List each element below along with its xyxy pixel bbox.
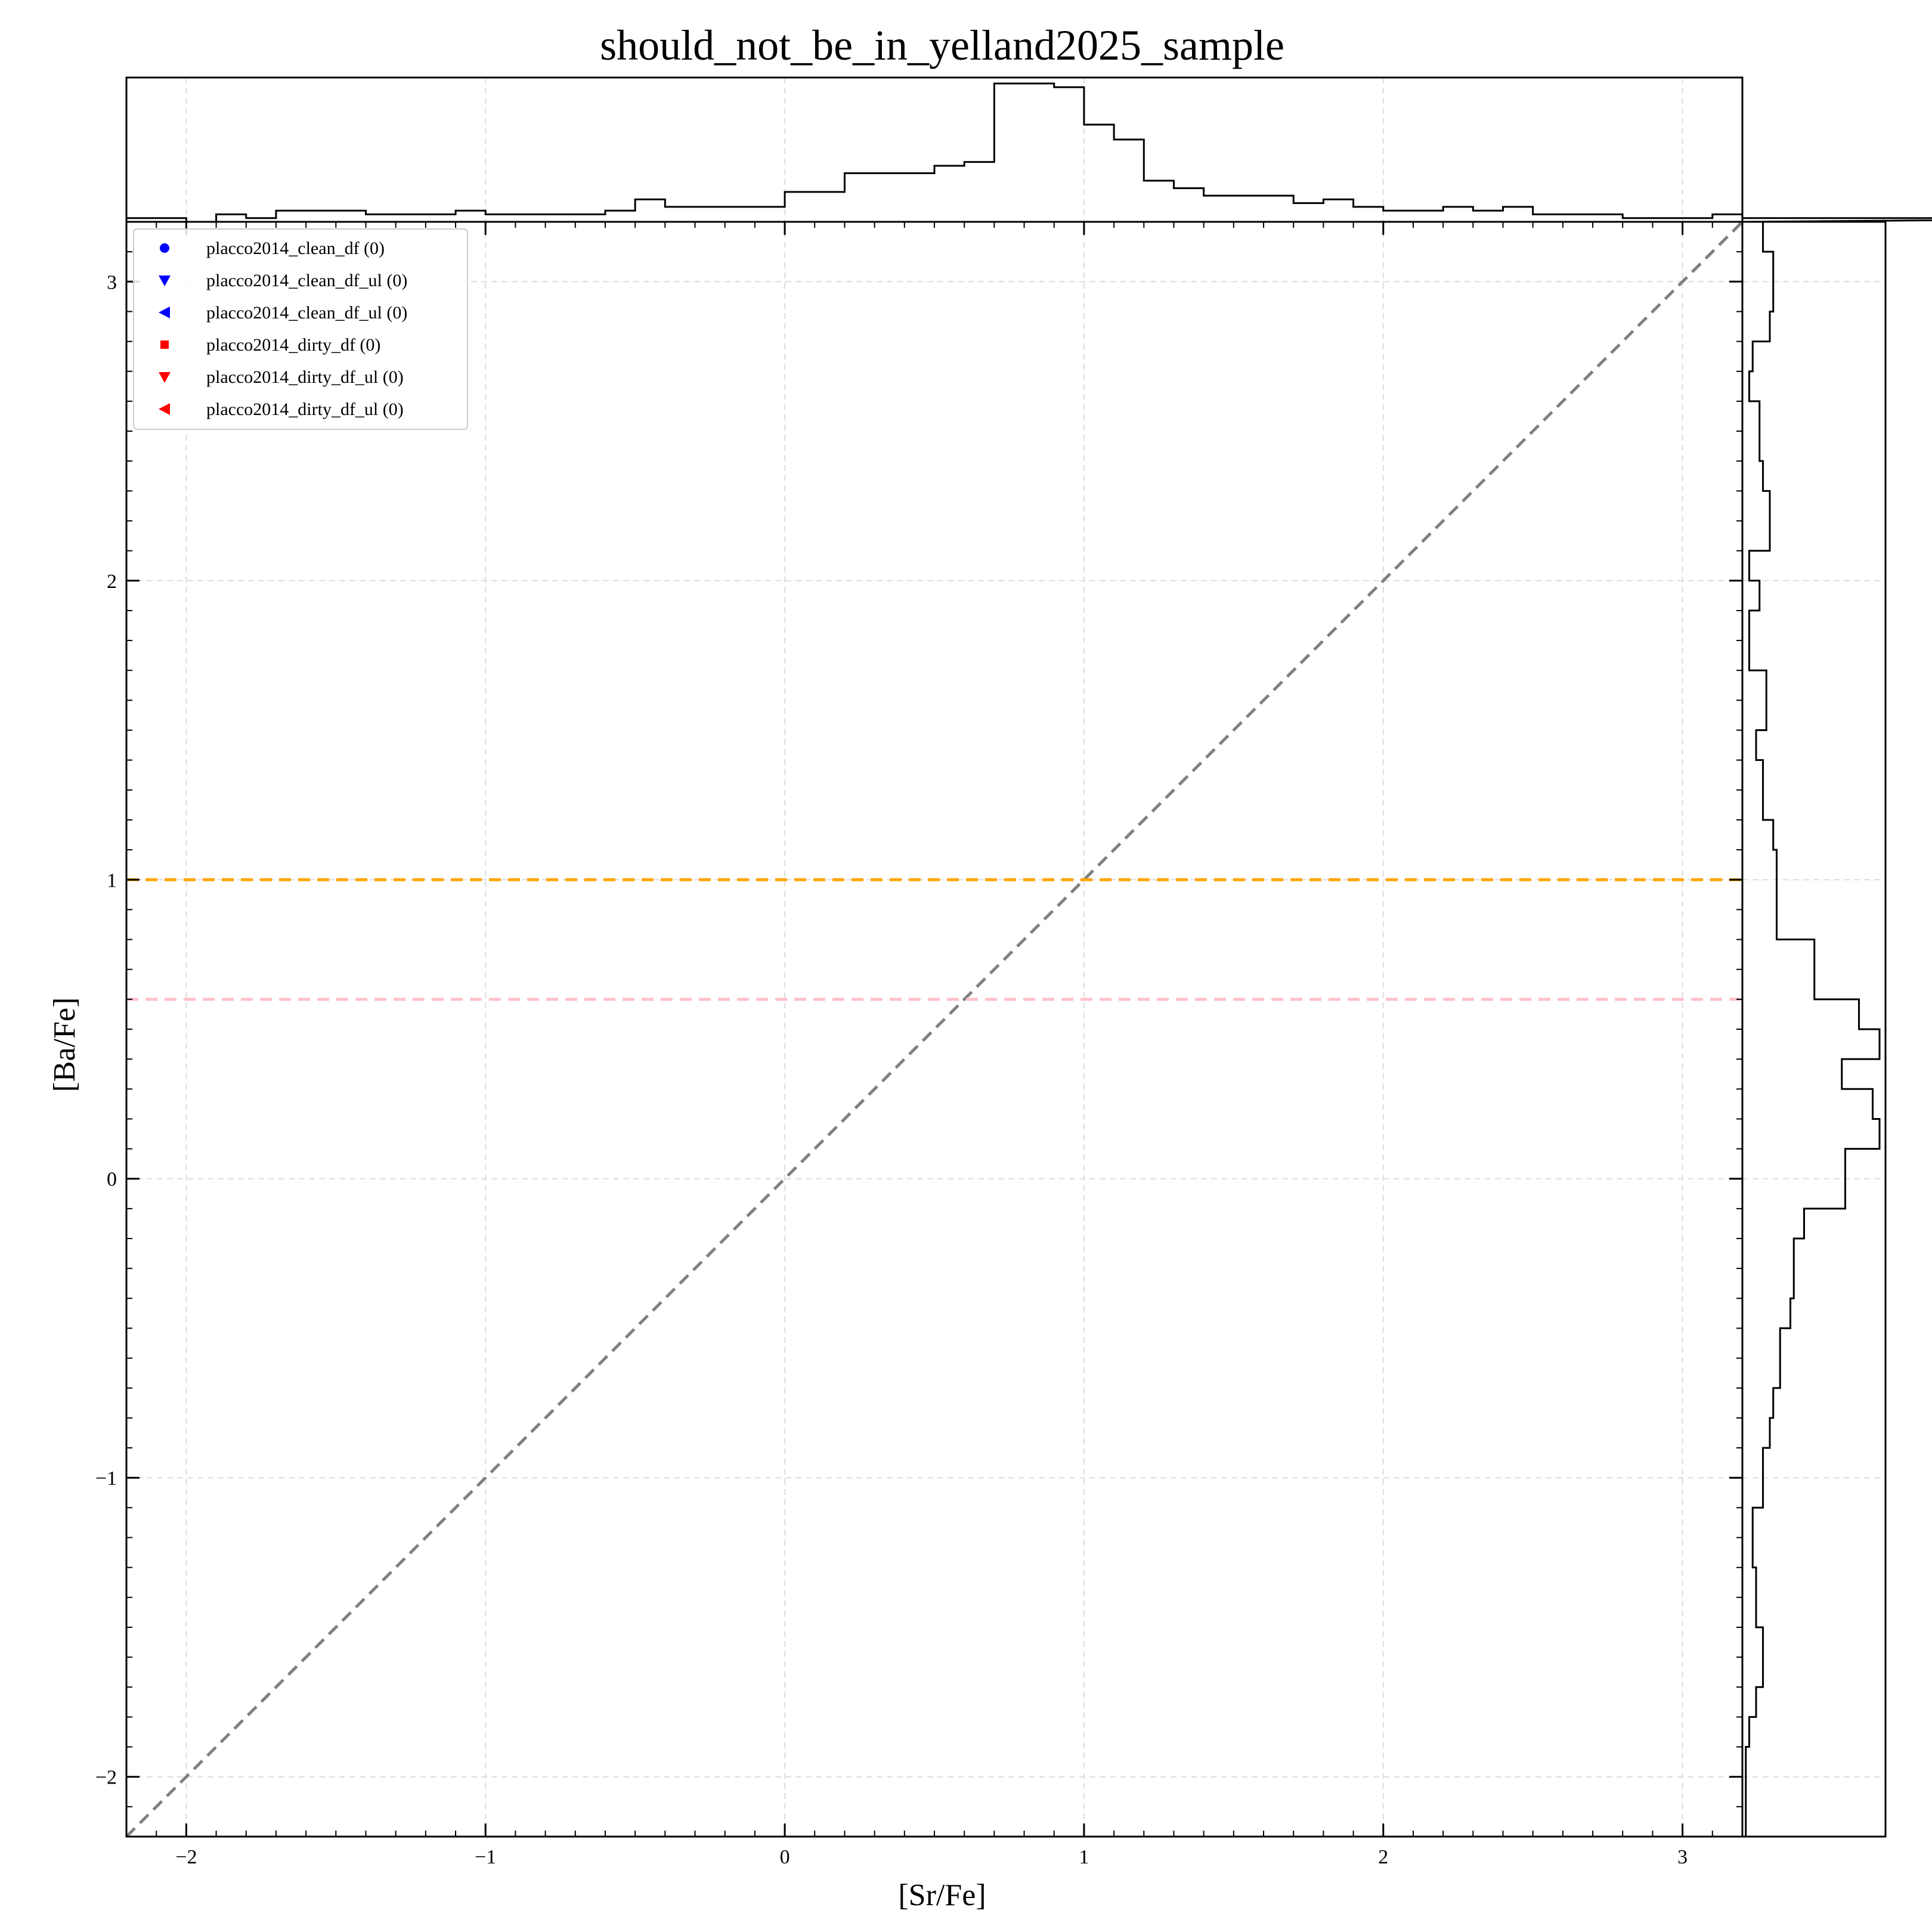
x-tick-label: −1 [475, 1846, 496, 1868]
legend-box [133, 228, 468, 430]
one-to-one-line [126, 222, 1742, 1837]
y-tick-label: 1 [107, 869, 117, 891]
legend-entry-label: placco2014_dirty_df_ul (0) [206, 367, 404, 387]
legend-marker-circle [160, 243, 169, 253]
right-histogram [1741, 221, 1887, 1838]
legend-marker-triangle-left [159, 306, 170, 318]
chart-title: should_not_be_in_yelland2025_sample [600, 21, 1284, 69]
right-histogram-gridlines [1742, 281, 1885, 1778]
legend-marker-triangle-down [159, 275, 171, 286]
x-axis-label: [Sr/Fe] [898, 1878, 986, 1912]
main-scatter-plot: −2 −1 0 1 2 3 −2 −1 0 1 2 3 [95, 221, 1744, 1868]
x-tick-label: 2 [1378, 1846, 1388, 1868]
legend-entry-label: placco2014_dirty_df (0) [206, 335, 380, 355]
top-histogram-frame [125, 76, 1744, 223]
top-histogram-bars [125, 82, 1932, 223]
legend: placco2014_clean_df (0) placco2014_clean_… [133, 228, 468, 430]
y-axis-label: [Ba/Fe] [48, 998, 82, 1092]
y-tick-label: −2 [95, 1767, 117, 1789]
legend-marker-triangle-left [159, 403, 170, 415]
x-tick-label: 3 [1677, 1846, 1688, 1868]
legend-entry-label: placco2014_dirty_df_ul (0) [206, 400, 404, 419]
y-tick-label: −1 [95, 1467, 117, 1490]
x-tick-label: 0 [780, 1846, 790, 1868]
legend-entry-label: placco2014_clean_df_ul (0) [206, 271, 407, 290]
top-histogram-gridlines [185, 78, 1683, 222]
legend-marker-square [160, 340, 169, 349]
y-tick-label: 3 [107, 271, 117, 293]
legend-marker-triangle-down [159, 372, 171, 383]
legend-entry-label: placco2014_clean_df (0) [206, 239, 385, 258]
y-tick-label: 0 [107, 1169, 117, 1191]
y-tick-label: 2 [107, 571, 117, 593]
legend-entry-label: placco2014_clean_df_ul (0) [206, 303, 407, 323]
right-histogram-bars [1742, 222, 1881, 1838]
x-tick-label: 1 [1079, 1846, 1089, 1868]
right-histogram-frame [1741, 221, 1887, 1838]
top-histogram [125, 76, 1932, 223]
reference-lines [126, 222, 1742, 1837]
axis-ticks: −2 −1 0 1 2 3 −2 −1 0 1 2 3 [95, 221, 1743, 1868]
x-tick-label: −2 [175, 1846, 197, 1868]
